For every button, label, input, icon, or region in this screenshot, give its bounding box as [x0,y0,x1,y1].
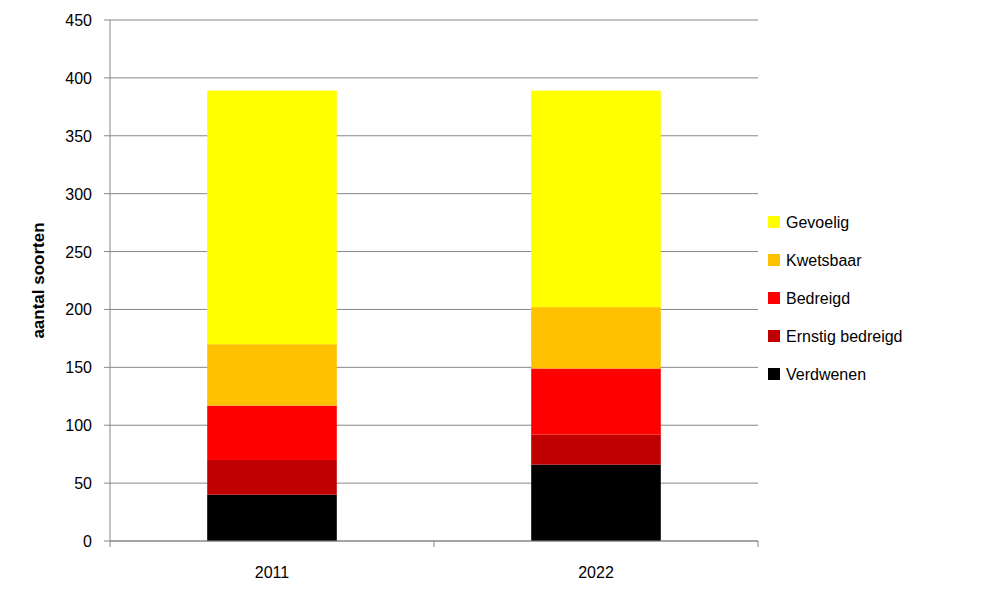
chart-root: 0 50 100 150 200 250 300 350 400 450 2011 2022 aanta… [0,0,1000,592]
bar-segment [531,465,661,541]
y-tick-label: 450 [65,12,92,29]
y-tick-label: 50 [74,475,92,492]
y-tick [104,541,110,542]
grid-line [110,77,758,78]
x-tick [434,541,435,547]
y-axis [110,20,111,541]
legend-swatch [768,254,780,266]
x-tick-label: 2011 [255,564,290,581]
y-tick [104,20,110,21]
y-tick-label: 350 [65,128,92,145]
legend-label: Verdwenen [786,366,866,383]
chart: 0 50 100 150 200 250 300 350 400 450 2011 2022 aanta… [0,0,1000,592]
bar-segment [207,91,337,345]
bar-segment [531,368,661,434]
bars [207,91,661,541]
bar-segment [207,406,337,460]
bar-segment [207,495,337,541]
legend-label: Gevoelig [786,214,849,231]
y-tick-label: 250 [65,244,92,261]
y-tick [104,193,110,194]
y-tick [104,309,110,310]
y-tick-label: 200 [65,301,92,318]
bar-segment [531,434,661,464]
legend-swatch [768,368,780,380]
legend-swatch [768,216,780,228]
x-tick [110,541,111,547]
legend-label: Bedreigd [786,290,850,307]
legend: Gevoelig Kwetsbaar Bedreigd Ernstig bedreig… [768,214,903,383]
legend-swatch [768,330,780,342]
x-tick-label: 2022 [578,564,614,581]
legend-label: Ernstig bedreigd [786,328,903,345]
bar-segment [531,91,661,308]
y-tick-label: 400 [65,70,92,87]
y-tick [104,425,110,426]
y-tick-label: 100 [65,417,92,434]
bar-segment [207,460,337,495]
y-tick [104,251,110,252]
legend-swatch [768,292,780,304]
y-tick [104,367,110,368]
legend-label: Kwetsbaar [786,252,862,269]
y-tick-label: 0 [83,533,92,550]
y-axis-label: aantal soorten [29,222,48,338]
y-tick [104,483,110,484]
y-tick [104,135,110,136]
y-tick-label: 150 [65,359,92,376]
bar-segment [531,307,661,368]
y-tick-label: 300 [65,186,92,203]
x-tick [758,541,759,547]
y-tick [104,77,110,78]
bar-segment [207,344,337,405]
grid-line [110,20,758,21]
